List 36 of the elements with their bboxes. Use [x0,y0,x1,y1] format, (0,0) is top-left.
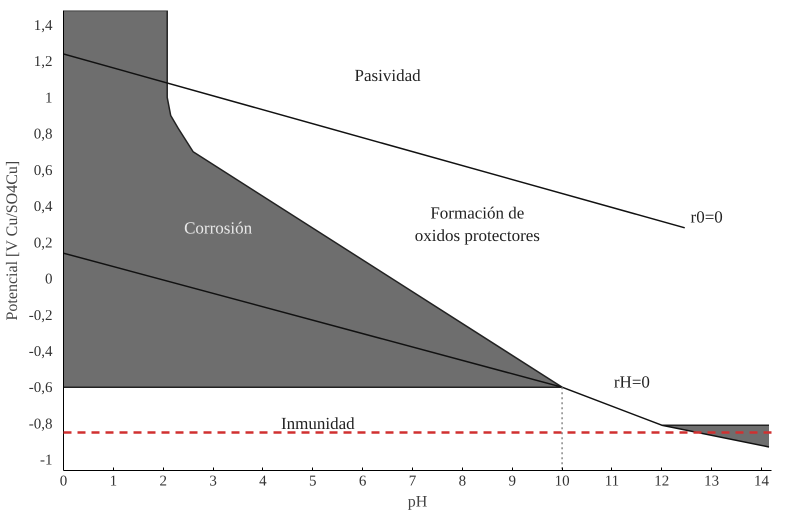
y-tick-label: 0,4 [34,199,53,216]
y-tick-label: 0,8 [34,126,52,143]
y-tick-label: 0,2 [34,235,52,252]
y-axis-title: Potencial [V Cu/SO4Cu] [4,160,21,320]
y-tick-label: 1 [45,90,52,106]
y-tick-label: -1 [40,452,53,469]
y-tick-label: -0,2 [28,308,53,324]
x-tick-label: 7 [408,474,417,490]
x-tick-label: 12 [654,474,670,490]
x-tick-label: 11 [604,474,620,490]
x-tick-label: 0 [60,474,68,490]
y-tick-label: 0,6 [34,162,53,179]
annotation: Formación de oxidos protectores [414,203,540,246]
y-tick-label: 1,2 [34,54,52,70]
y-tick-label: 0 [45,272,52,288]
y-tick-label: -0,6 [28,380,53,396]
y-tick-label: -0,8 [28,416,53,432]
y-tick-label: 1,4 [34,18,53,34]
x-tick-label: 8 [458,474,466,490]
x-tick-label: 6 [358,474,367,490]
annotation: Inmunidad [280,414,356,433]
x-tick-label: 3 [209,474,217,490]
x-tick-label: 9 [508,474,516,490]
x-tick-label: 4 [259,474,268,490]
y-tick-label: -0,4 [28,344,53,360]
annotation: Pasividad [354,66,422,86]
x-tick-label: 5 [309,474,317,490]
x-tick-label: 13 [704,474,720,490]
annotation: rH=0 [614,372,650,392]
annotation: Corrosión [184,218,253,238]
annotation: r0=0 [690,207,723,226]
x-axis-title: pH [408,494,428,510]
x-tick-label: 10 [554,474,570,490]
x-tick-label: 2 [159,474,167,490]
x-tick-label: 14 [754,474,770,490]
x-tick-label: 1 [110,474,118,490]
